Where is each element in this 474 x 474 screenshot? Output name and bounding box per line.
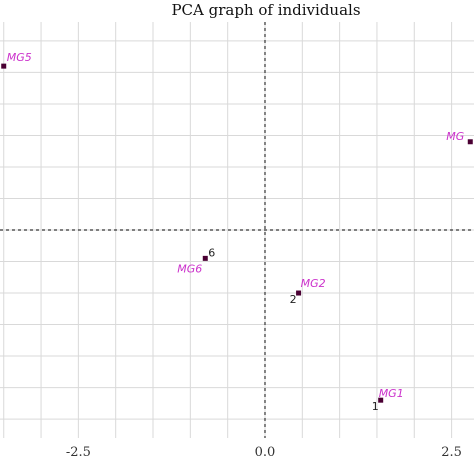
data-point: [202, 255, 208, 261]
data-point: [378, 397, 384, 403]
point-label: MG1: [379, 387, 404, 400]
point-label: MG2: [301, 277, 326, 290]
data-point: [467, 139, 473, 145]
point-id-label: 2: [290, 293, 297, 306]
point-label: MG: [446, 130, 464, 143]
point-label: MG5: [7, 51, 32, 64]
x-tick-label: -2.5: [66, 445, 91, 460]
x-tick-label: 0.0: [255, 445, 276, 460]
data-point: [1, 63, 7, 69]
point-label: MG6: [177, 262, 202, 275]
x-axis-ticks: -2.5 0.0 2.5: [66, 445, 462, 460]
chart-title: PCA graph of individuals: [171, 1, 360, 19]
data-point: [296, 290, 302, 296]
point-id-label: 6: [208, 246, 215, 259]
point-id-label: 1: [372, 400, 379, 413]
origin-lines: [0, 22, 474, 438]
x-tick-label: 2.5: [441, 445, 462, 460]
